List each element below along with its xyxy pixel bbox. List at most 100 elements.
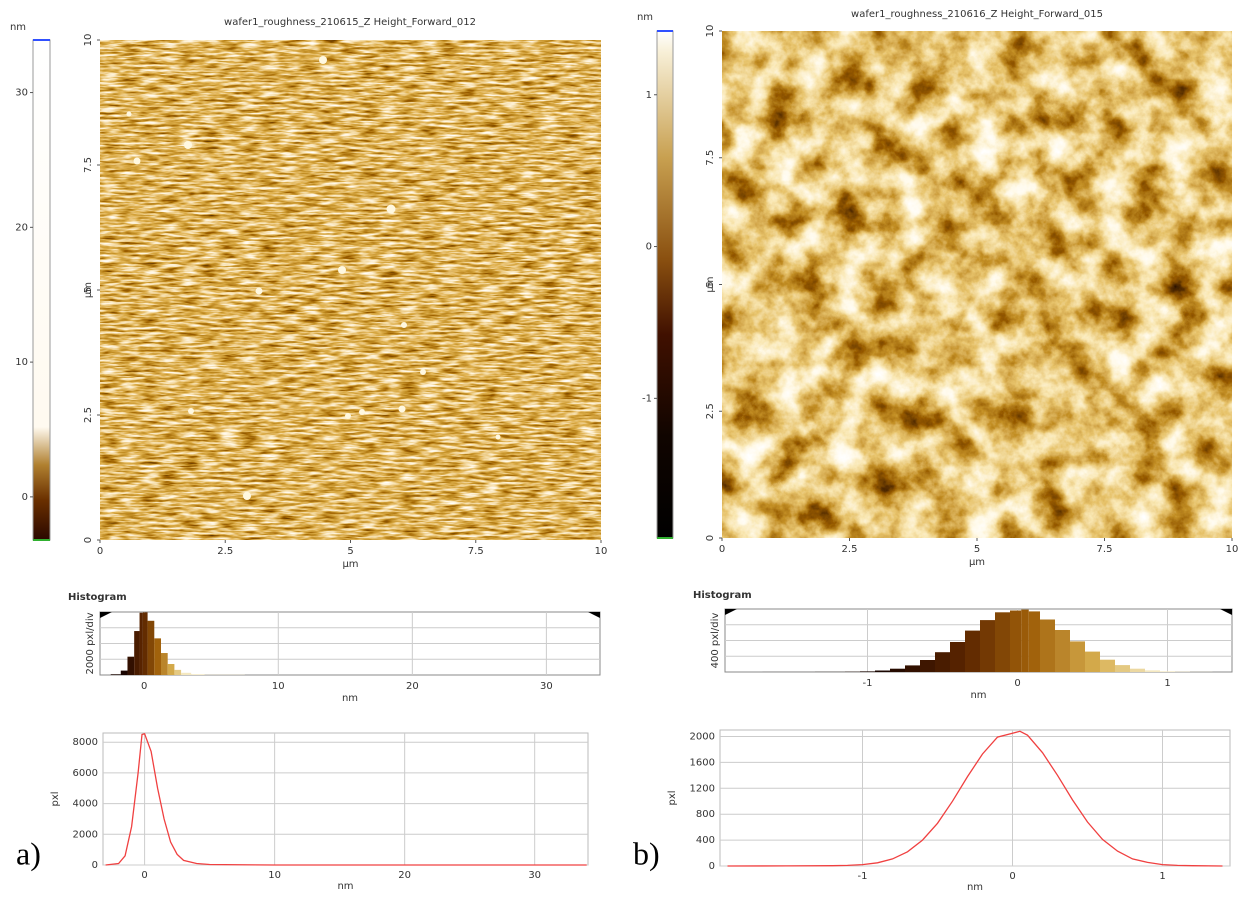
y-tick-label: 4000	[73, 799, 98, 810]
colorbar-tick-label: 30	[15, 88, 28, 99]
histogram-bar	[935, 652, 950, 672]
histogram-bar	[161, 653, 168, 675]
y-axis-label: pxl	[667, 790, 678, 805]
y-tick-label: 0	[92, 860, 98, 871]
histogram-bar	[890, 669, 905, 672]
histogram-bar	[1040, 620, 1055, 673]
histogram-bar	[1145, 670, 1160, 672]
histogram-bar	[127, 657, 134, 675]
histogram-tick-label: 30	[540, 681, 553, 692]
y-axis-label: µm	[705, 276, 716, 292]
y-tick-label: 1600	[690, 757, 715, 768]
x-tick-label: 5	[974, 544, 980, 555]
histogram-tick-label: 0	[1014, 678, 1020, 689]
histogram-bar	[920, 660, 935, 672]
histogram-bar	[1055, 630, 1070, 672]
x-tick-label: -1	[858, 871, 868, 882]
x-tick-label: 20	[398, 870, 411, 881]
histogram-tick-label: 20	[406, 681, 419, 692]
y-tick-label: 2.5	[705, 403, 716, 419]
panel-label: a)	[16, 835, 41, 871]
histogram-bar	[1021, 610, 1029, 672]
y-tick-label: 0	[83, 537, 94, 543]
y-tick-label: 0	[705, 535, 716, 541]
y-tick-label: 400	[696, 835, 715, 846]
x-tick-label: 2.5	[217, 546, 233, 557]
y-axis-label: pxl	[50, 791, 61, 806]
histogram-bar	[121, 671, 128, 675]
histogram-bar	[174, 670, 181, 675]
colorbar	[33, 40, 50, 540]
histogram-x-label: nm	[342, 693, 358, 704]
histogram-bar	[1010, 611, 1021, 673]
y-tick-label: 7.5	[705, 150, 716, 166]
histogram-bar	[875, 671, 890, 673]
histogram-y-label: 2000 pxl/div	[85, 612, 96, 674]
colorbar-tick-label: 20	[15, 222, 28, 233]
y-tick-label: 0	[709, 861, 715, 872]
histogram-bar	[1130, 669, 1145, 672]
colorbar-unit: nm	[637, 12, 653, 23]
x-axis-label: nm	[337, 881, 353, 892]
histogram-bar	[168, 664, 175, 675]
histogram-y-label: 400 pxl/div	[710, 613, 721, 669]
histogram-bar	[140, 613, 143, 675]
histogram-tick-label: -1	[863, 678, 873, 689]
colorbar	[657, 31, 673, 538]
x-tick-label: 7.5	[1097, 544, 1113, 555]
panel-label: b)	[633, 835, 660, 871]
histogram-bar	[1100, 660, 1115, 672]
histogram-bar	[191, 674, 204, 675]
x-tick-label: 10	[1226, 544, 1239, 555]
y-tick-label: 2.5	[83, 407, 94, 423]
y-tick-label: 10	[705, 25, 716, 38]
x-tick-label: 0	[719, 544, 725, 555]
histogram-tick-label: 1	[1164, 678, 1170, 689]
plot-frame	[720, 730, 1230, 866]
y-tick-label: 7.5	[83, 157, 94, 173]
histogram-tick-label: 0	[141, 681, 147, 692]
y-tick-label: 8000	[73, 737, 98, 748]
x-tick-label: 7.5	[468, 546, 484, 557]
histogram-bar	[181, 673, 191, 675]
x-axis-label: µm	[969, 557, 985, 568]
histogram-bar	[154, 638, 161, 675]
histogram-x-label: nm	[970, 690, 986, 701]
image-title: wafer1_roughness_210616_Z Height_Forward…	[851, 9, 1103, 20]
histogram-bar	[1070, 641, 1085, 672]
histogram-bar	[134, 631, 139, 675]
colorbar-tick-label: 0	[646, 242, 652, 253]
histogram-bar	[950, 642, 965, 672]
x-tick-label: 10	[595, 546, 608, 557]
x-axis-label: µm	[342, 559, 358, 570]
x-tick-label: 1	[1159, 871, 1165, 882]
histogram-bar	[1029, 611, 1040, 672]
histogram-bar	[860, 671, 875, 672]
y-tick-label: 1200	[690, 783, 715, 794]
x-axis-label: nm	[967, 882, 983, 893]
y-tick-label: 800	[696, 809, 715, 820]
x-tick-label: 5	[347, 546, 353, 557]
colorbar-tick-label: 1	[646, 90, 652, 101]
y-tick-label: 2000	[73, 829, 98, 840]
x-tick-label: 0	[97, 546, 103, 557]
histogram-bar	[1115, 665, 1130, 672]
histogram-bar	[980, 620, 995, 672]
x-tick-label: 2.5	[842, 544, 858, 555]
colorbar-tick-label: 0	[22, 492, 28, 503]
y-axis-label: µm	[83, 282, 94, 298]
histogram-bar	[1085, 652, 1100, 672]
histogram-bar	[111, 674, 121, 675]
histogram-bar	[905, 665, 920, 672]
x-tick-label: 0	[1009, 871, 1015, 882]
histogram-bar	[143, 612, 148, 675]
histogram-title: Histogram	[68, 592, 127, 603]
y-tick-label: 2000	[690, 731, 715, 742]
x-tick-label: 10	[268, 870, 281, 881]
histogram-tick-label: 10	[272, 681, 285, 692]
y-tick-label: 6000	[73, 768, 98, 779]
colorbar-tick-label: -1	[642, 393, 652, 404]
histogram-bar	[995, 612, 1010, 672]
colorbar-unit: nm	[10, 22, 26, 33]
